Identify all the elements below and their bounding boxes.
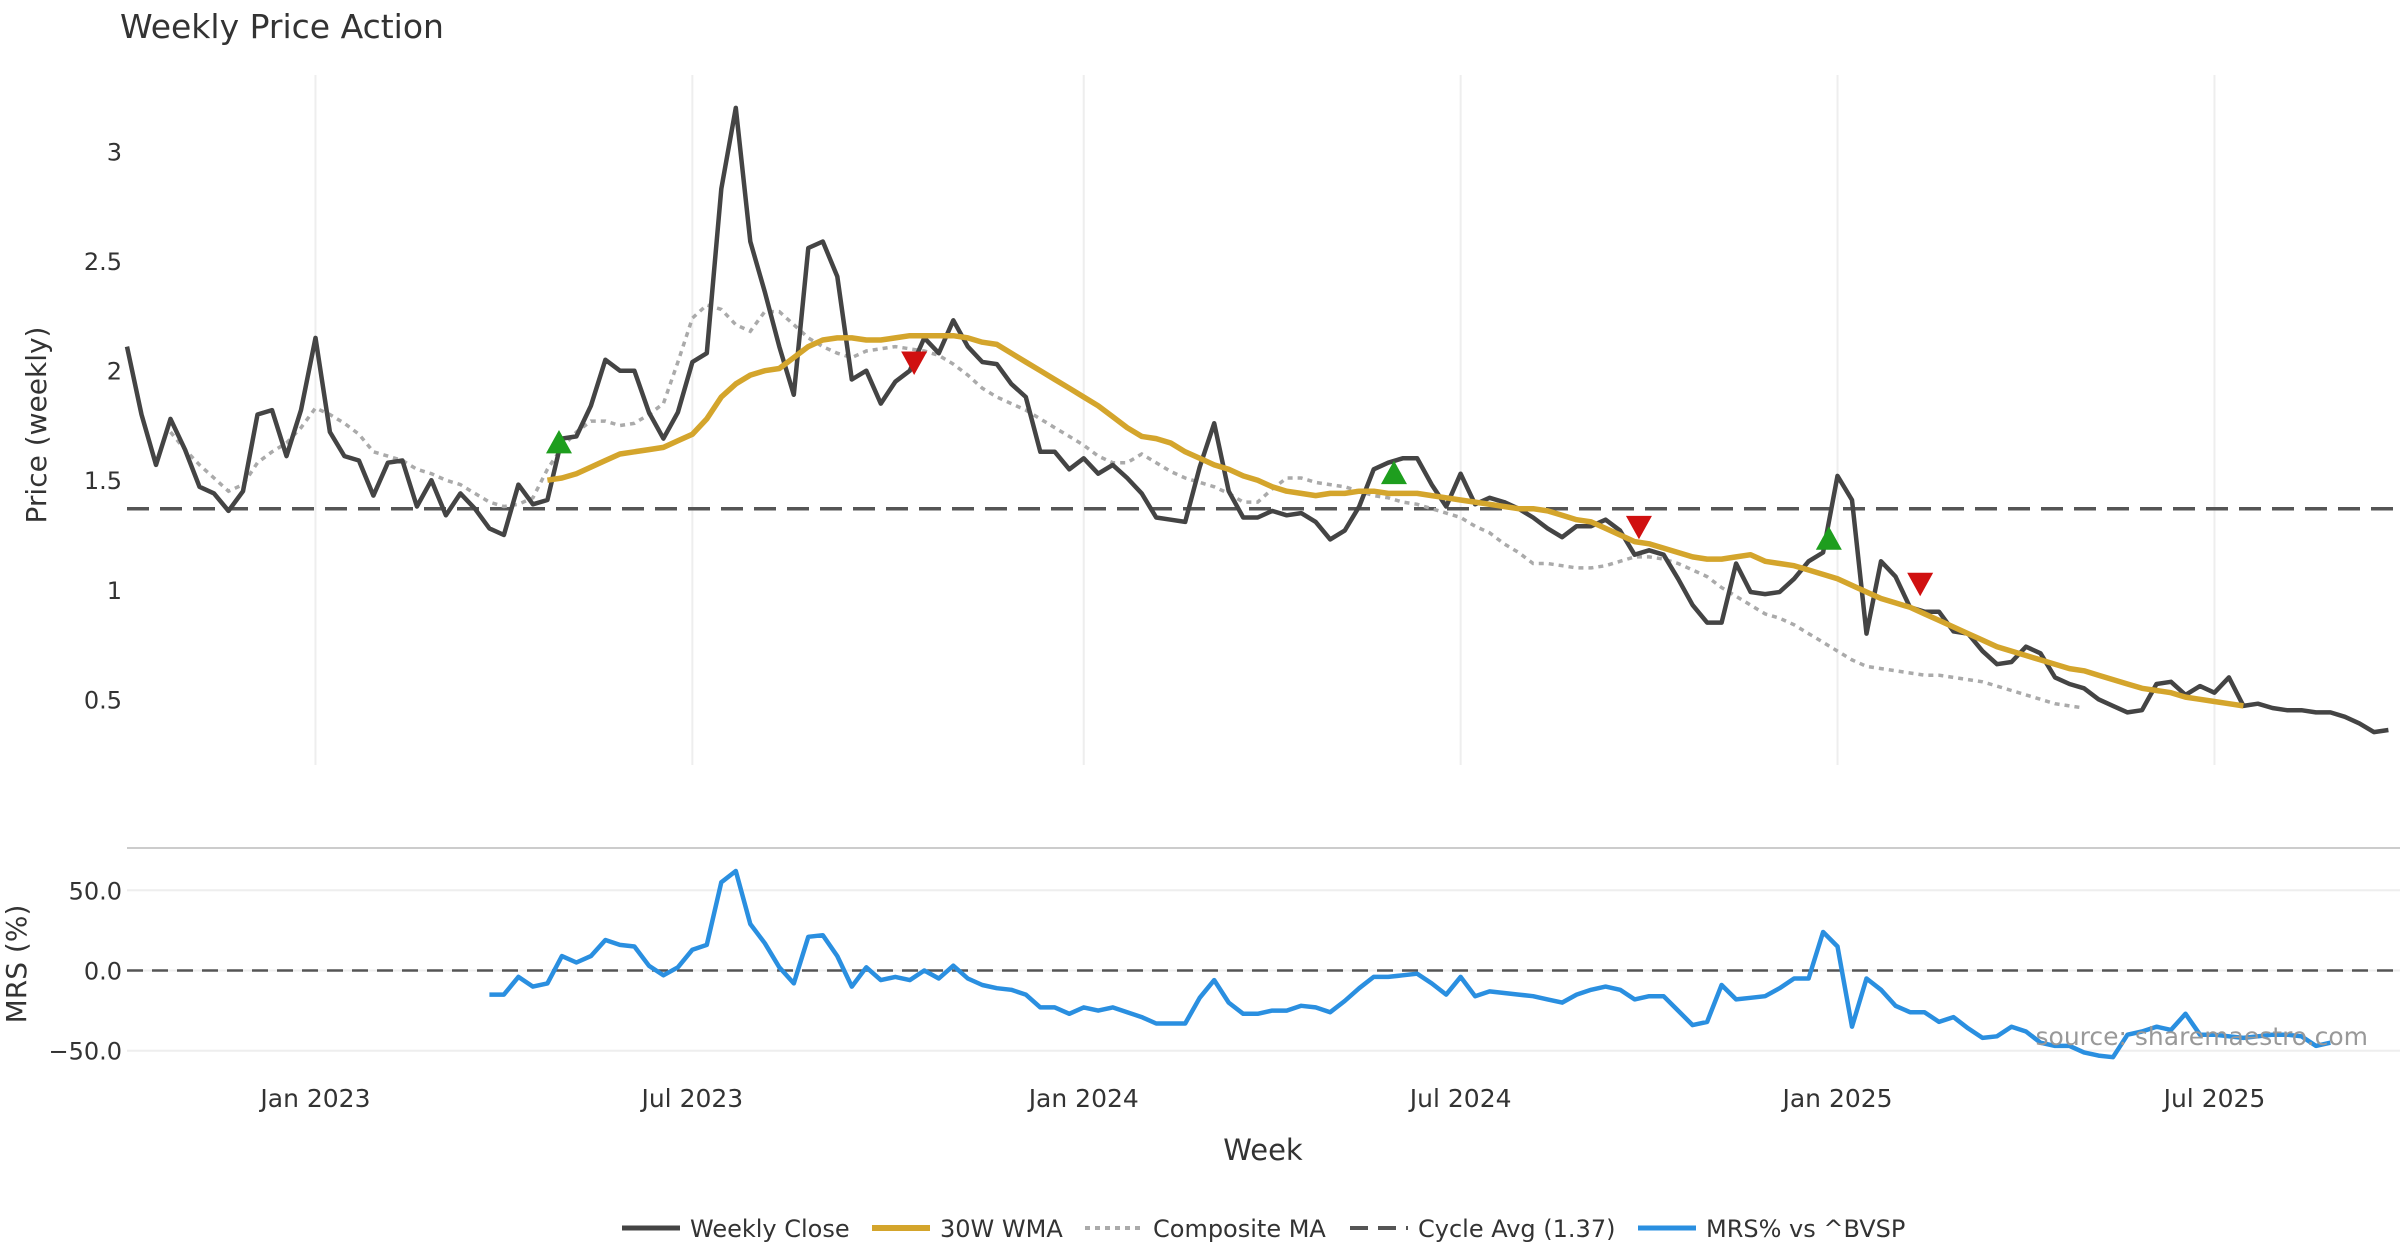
x-tick-label: Jul 2024 bbox=[1408, 1084, 1512, 1113]
legend-label: Cycle Avg (1.37) bbox=[1418, 1215, 1615, 1243]
price-y-tick-label: 1 bbox=[107, 577, 122, 605]
x-tick-labels: Jan 2023 Jul 2023 Jan 2024 Jul 2024 Jan 2025… bbox=[258, 1084, 2265, 1113]
legend-composite-ma: Composite MA bbox=[1085, 1215, 1326, 1243]
watermark: source: sharemaestro.com bbox=[2036, 1022, 2369, 1051]
legend-label: 30W WMA bbox=[940, 1215, 1063, 1243]
buy-signal-marker bbox=[1380, 460, 1407, 485]
x-axis-label: Week bbox=[1223, 1133, 1303, 1167]
price-y-tick-label: 2.5 bbox=[84, 248, 122, 276]
x-tick-label: Jan 2023 bbox=[258, 1084, 370, 1113]
sell-signal-marker bbox=[1907, 572, 1934, 597]
price-y-axis-label: Price (weekly) bbox=[20, 327, 53, 524]
price-series bbox=[124, 105, 2400, 735]
price-y-tick-label: 1.5 bbox=[84, 467, 122, 495]
weekly-close-line bbox=[124, 105, 2389, 735]
legend-weekly-close: Weekly Close bbox=[622, 1215, 850, 1243]
price-y-ticks: 0.5 1 1.5 2 2.5 3 bbox=[84, 139, 122, 715]
x-tick-label: Jul 2025 bbox=[2162, 1084, 2266, 1113]
composite-ma-line bbox=[169, 303, 2085, 710]
legend: Weekly Close 30W WMA Composite MA Cycle Avg… bbox=[622, 1215, 1905, 1243]
mrs-line bbox=[489, 868, 2331, 1060]
mrs-y-axis-label: MRS (%) bbox=[0, 905, 33, 1024]
legend-cycle-avg: Cycle Avg (1.37) bbox=[1350, 1215, 1615, 1243]
price-y-tick-label: 3 bbox=[107, 139, 122, 167]
price-y-tick-label: 2 bbox=[107, 358, 122, 386]
legend-label: Weekly Close bbox=[690, 1215, 850, 1243]
wma-30w-line bbox=[546, 332, 2244, 709]
mrs-y-ticks: −50.0 0.0 50.0 bbox=[48, 877, 122, 1065]
legend-30w-wma: 30W WMA bbox=[872, 1215, 1063, 1243]
mrs-y-tick-label: 0.0 bbox=[84, 958, 122, 986]
price-gridlines bbox=[314, 75, 2216, 765]
legend-label: MRS% vs ^BVSP bbox=[1706, 1215, 1905, 1243]
price-y-tick-label: 0.5 bbox=[84, 686, 122, 714]
legend-mrs: MRS% vs ^BVSP bbox=[1638, 1215, 1905, 1243]
buy-signal-marker bbox=[545, 430, 572, 454]
mrs-y-tick-label: 50.0 bbox=[69, 877, 122, 905]
sell-signal-marker bbox=[901, 351, 928, 375]
mrs-series bbox=[127, 868, 2400, 1060]
x-tick-label: Jan 2024 bbox=[1027, 1084, 1139, 1113]
x-tick-label: Jul 2023 bbox=[639, 1084, 743, 1113]
legend-label: Composite MA bbox=[1153, 1215, 1326, 1243]
mrs-y-tick-label: −50.0 bbox=[48, 1038, 122, 1066]
signal-markers bbox=[545, 351, 1934, 597]
chart-title: Weekly Price Action bbox=[120, 7, 444, 46]
buy-signal-marker bbox=[1815, 526, 1842, 550]
x-tick-label: Jan 2025 bbox=[1780, 1084, 1892, 1113]
sell-signal-marker bbox=[1625, 515, 1652, 540]
